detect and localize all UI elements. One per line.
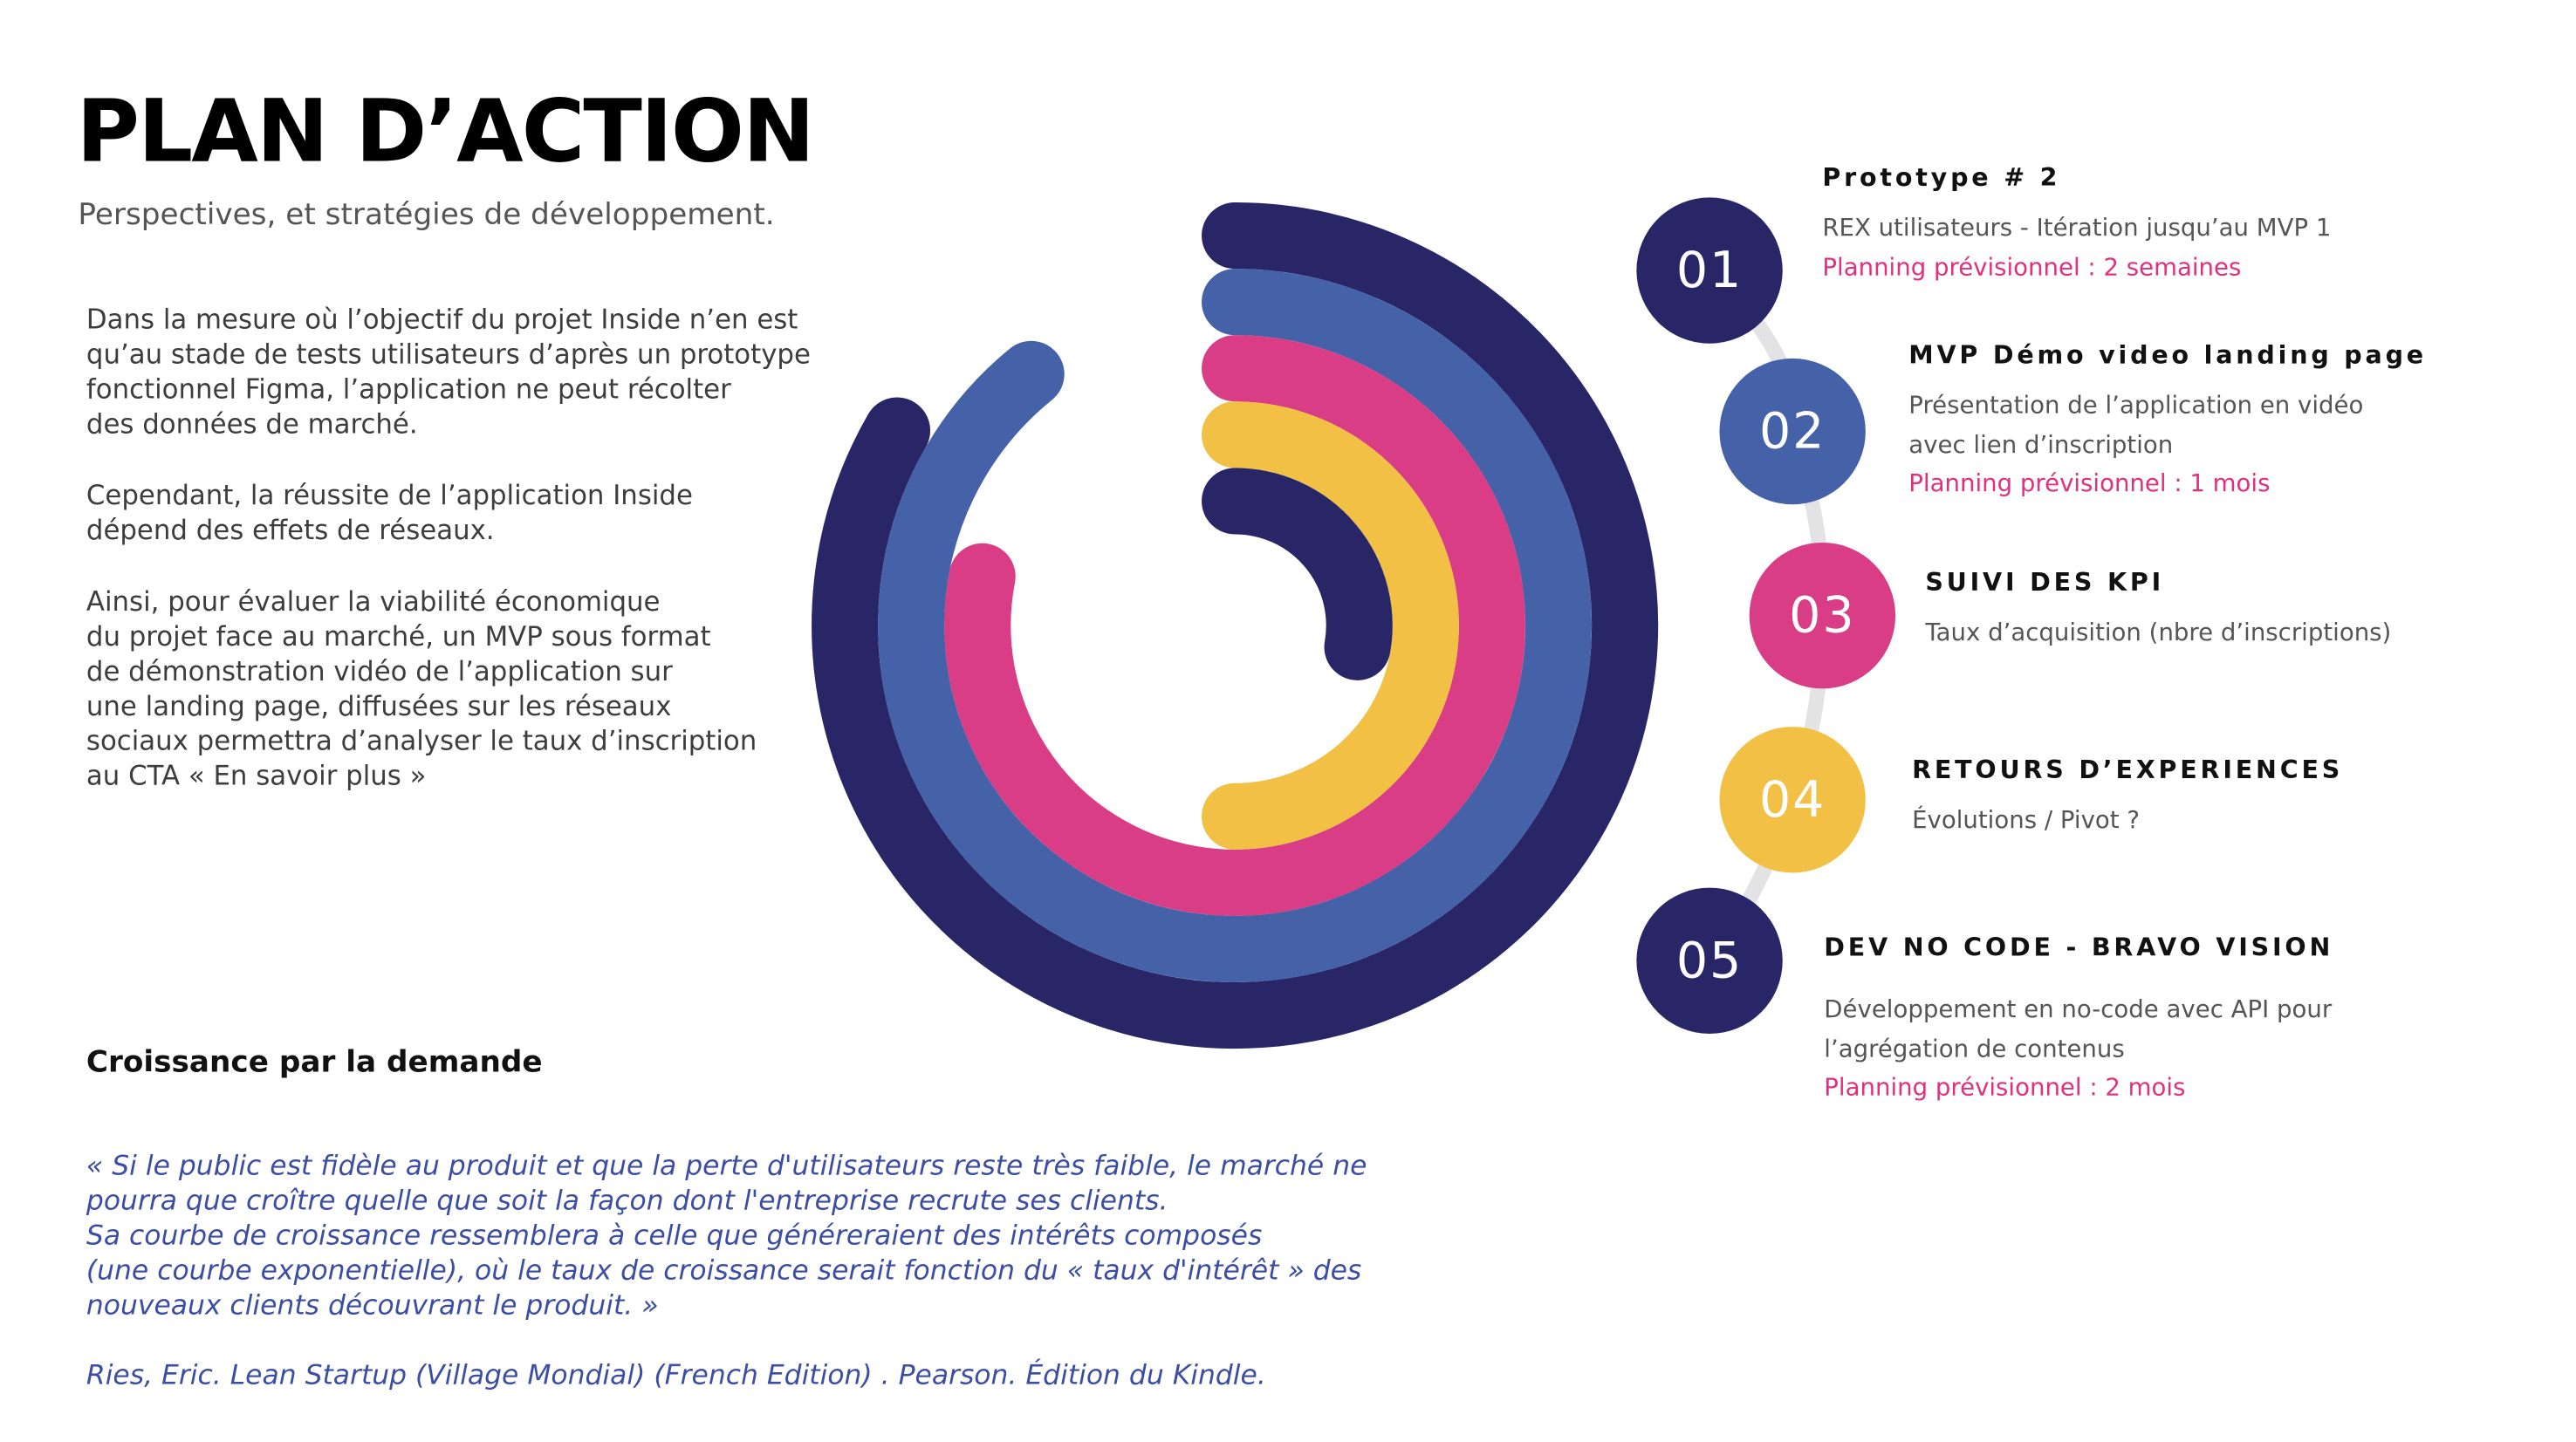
step-title: MVP Démo video landing page	[1908, 339, 2427, 371]
growth-quote: « Si le public est fidèle au produit et …	[86, 1150, 1367, 1321]
step-planning: Planning prévisionnel : 2 semaines	[1822, 255, 2242, 283]
step-description: Évolutions / Pivot ?	[1912, 808, 2141, 835]
step-planning: Planning prévisionnel : 2 mois	[1824, 1075, 2186, 1102]
step-description: REX utilisateurs - Itération jusqu’au MV…	[1822, 215, 2332, 243]
page-subtitle: Perspectives, et stratégies de développe…	[78, 197, 775, 233]
step-title: RETOURS D’EXPERIENCES	[1912, 755, 2344, 785]
ring-arc-1	[812, 202, 1659, 1049]
step-number-badge: 02	[1719, 358, 1866, 505]
step-description: Développement en no-code avec API pour l…	[1824, 997, 2333, 1063]
quote-citation: Ries, Eric. Lean Startup (Village Mondia…	[86, 1358, 1266, 1391]
body-paragraph: Dans la mesure où l’objectif du projet I…	[86, 304, 811, 441]
step-number-badge: 04	[1719, 727, 1866, 873]
ring-arc-4	[1202, 401, 1459, 850]
body-paragraph: Cependant, la réussite de l’application …	[86, 479, 693, 546]
step-description: Taux d’acquisition (nbre d’inscriptions)	[1925, 620, 2392, 647]
growth-heading: Croissance par la demande	[86, 1045, 543, 1081]
body-paragraph: Ainsi, pour évaluer la viabilité économi…	[86, 585, 757, 792]
step-title: SUIVI DES KPI	[1925, 567, 2165, 598]
page-title: PLAN D’ACTION	[76, 83, 814, 183]
step-planning: Planning prévisionnel : 1 mois	[1908, 471, 2271, 498]
ring-arc-5	[1202, 468, 1393, 680]
step-number-badge: 03	[1749, 542, 1896, 689]
step-title: DEV NO CODE - BRAVO VISION	[1824, 932, 2334, 963]
ring-arc-2	[878, 269, 1592, 982]
step-description: Présentation de l’application en vidéo a…	[1908, 393, 2364, 459]
step-number-badge: 01	[1636, 197, 1783, 344]
step-number-badge: 05	[1636, 887, 1783, 1034]
step-title: Prototype # 2	[1822, 162, 2061, 193]
ring-arc-3	[944, 335, 1525, 916]
